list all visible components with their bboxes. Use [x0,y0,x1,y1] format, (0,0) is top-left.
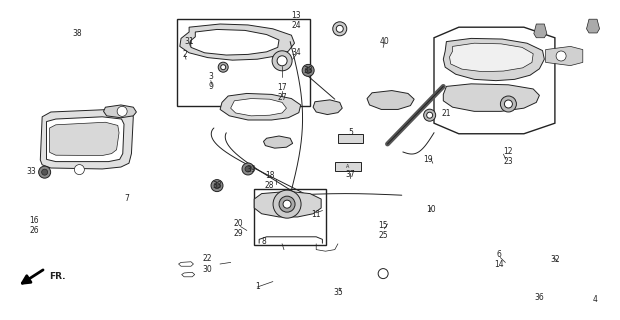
Text: 33: 33 [212,181,222,190]
Circle shape [242,163,254,175]
Polygon shape [182,272,195,277]
Text: 36: 36 [534,293,544,302]
Circle shape [218,62,228,72]
Text: 19: 19 [423,156,433,164]
Polygon shape [367,91,414,109]
Polygon shape [443,38,544,81]
Circle shape [74,164,84,175]
Bar [335,162,361,171]
Text: 6
14: 6 14 [494,250,504,269]
Bar [338,134,363,143]
Circle shape [279,196,295,212]
Text: 33: 33 [26,167,36,176]
Polygon shape [313,100,342,115]
Polygon shape [264,136,293,148]
Text: 11: 11 [311,210,321,219]
Circle shape [302,64,314,76]
Circle shape [333,22,347,36]
Polygon shape [587,19,600,33]
Polygon shape [46,117,124,162]
Polygon shape [104,105,136,118]
Polygon shape [190,29,279,55]
Text: 39: 39 [246,165,256,174]
Text: 31: 31 [184,37,194,46]
Polygon shape [220,93,301,120]
Polygon shape [546,46,583,66]
Polygon shape [443,84,539,111]
Text: 8: 8 [261,237,266,246]
Text: 40: 40 [379,37,389,46]
Text: A: A [346,164,350,169]
Circle shape [277,56,287,66]
Circle shape [245,166,251,172]
Circle shape [42,169,48,175]
Bar [254,189,326,245]
Text: 4: 4 [593,295,598,304]
Polygon shape [50,122,119,156]
Circle shape [500,96,516,112]
Circle shape [378,268,388,279]
Circle shape [305,68,311,73]
Text: 12
23: 12 23 [503,147,513,166]
Text: 10: 10 [426,205,436,214]
Text: 1: 1 [255,282,260,291]
Circle shape [272,51,292,71]
Text: 22
30: 22 30 [203,254,213,274]
Circle shape [283,200,291,208]
Text: 34: 34 [291,48,301,57]
Bar [177,19,310,106]
Text: 5: 5 [348,128,353,137]
Text: 18
28: 18 28 [265,171,275,190]
Text: 21: 21 [441,109,451,118]
Text: 13
24: 13 24 [291,11,301,30]
Polygon shape [40,109,133,169]
Polygon shape [434,27,555,134]
Polygon shape [450,43,533,72]
Circle shape [427,112,433,118]
Text: 2: 2 [182,50,187,59]
Text: 38: 38 [73,29,82,38]
Circle shape [556,51,566,61]
Polygon shape [231,99,286,116]
Text: FR.: FR. [50,272,66,281]
Circle shape [117,106,127,116]
Circle shape [38,166,51,178]
Polygon shape [254,191,321,217]
Text: 35: 35 [333,288,343,297]
Polygon shape [180,24,294,60]
Circle shape [505,100,512,108]
Circle shape [214,183,220,188]
Text: 32: 32 [550,255,560,264]
Polygon shape [534,24,547,38]
Circle shape [336,25,343,32]
Circle shape [273,190,301,218]
Circle shape [221,65,226,70]
Text: 17
27: 17 27 [277,83,287,102]
Text: 16
26: 16 26 [29,216,39,235]
Text: 15
25: 15 25 [378,221,388,240]
Text: 37: 37 [345,170,355,179]
Text: 7: 7 [125,194,130,203]
Text: 33: 33 [304,66,314,75]
Text: 20
29: 20 29 [234,219,244,238]
Circle shape [423,109,436,121]
Circle shape [211,180,223,192]
Text: 3
9: 3 9 [208,72,213,91]
Polygon shape [179,262,193,266]
